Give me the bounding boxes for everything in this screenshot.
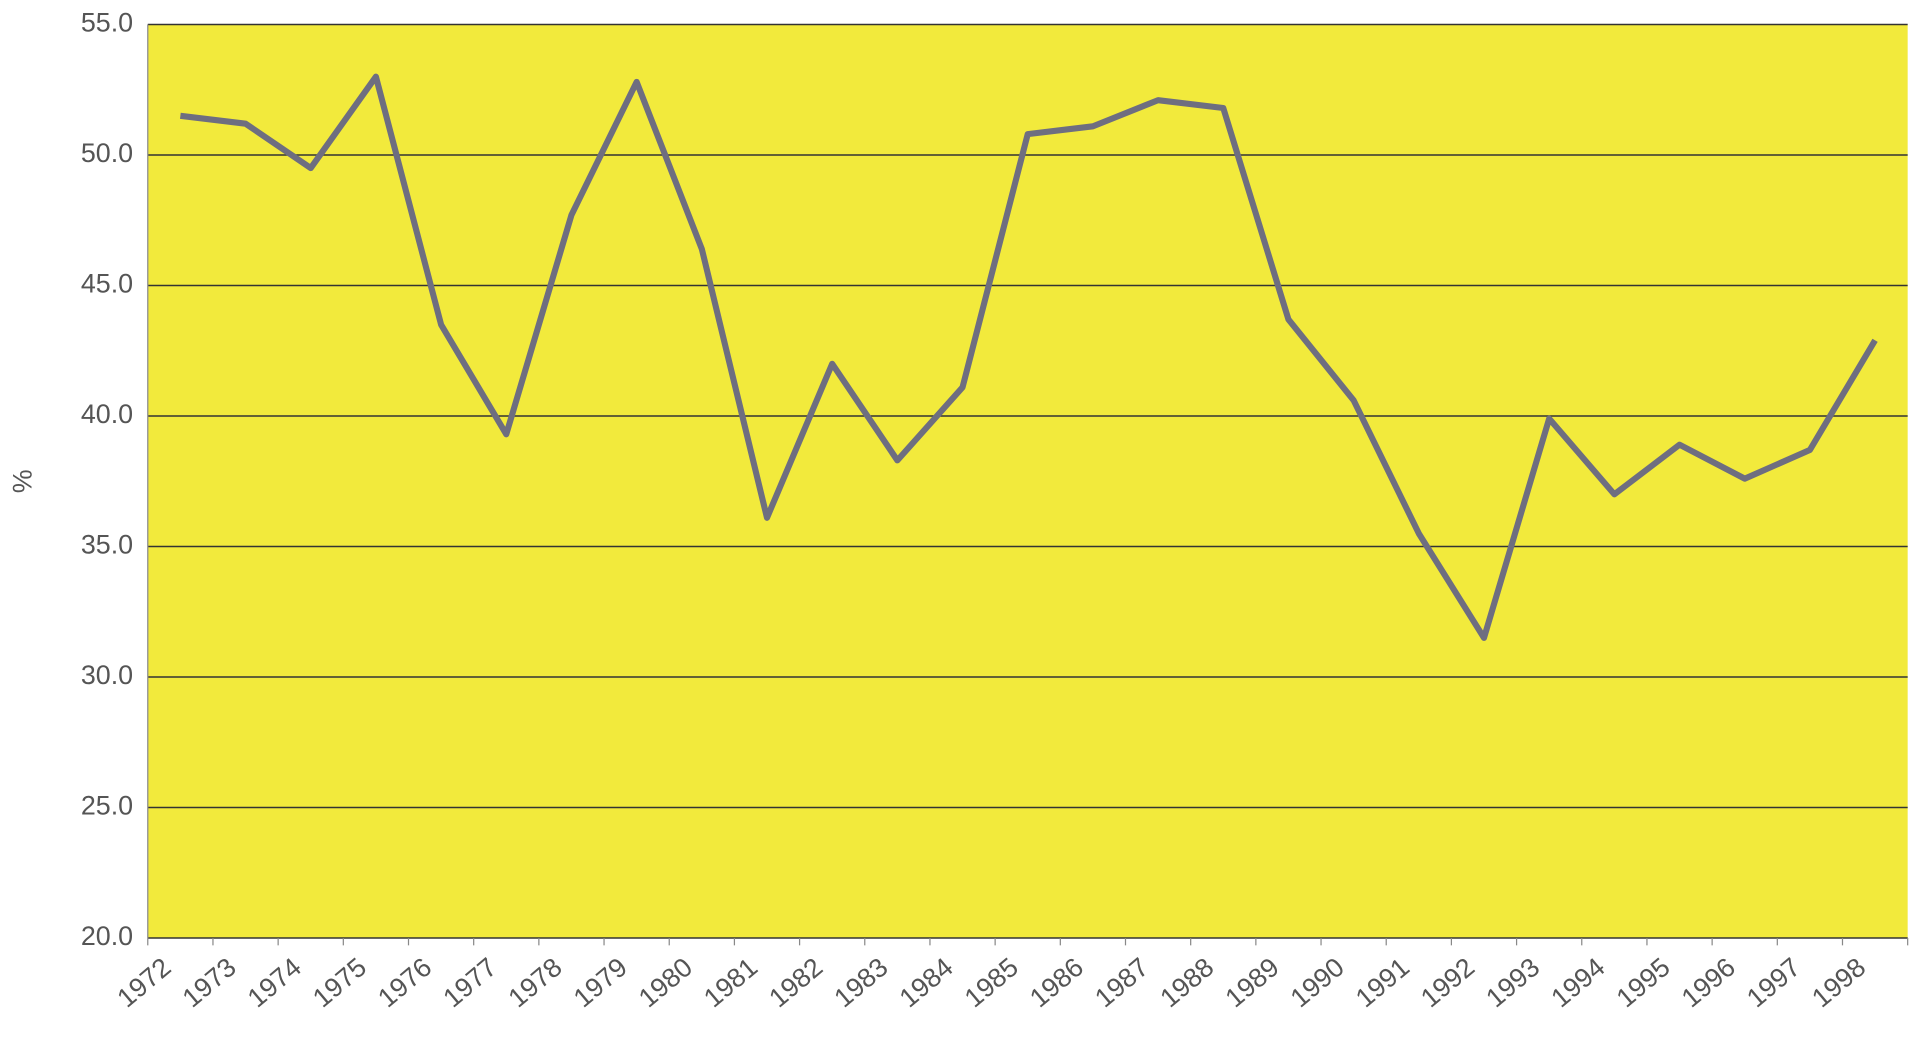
x-tick-label: 1982 [763,952,828,1013]
x-tick-label: 1991 [1350,952,1415,1013]
plot-area [147,24,1908,939]
y-tick-label: 45.0 [81,269,133,299]
x-tick-label: 1980 [633,952,698,1013]
x-tick-label: 1987 [1089,952,1154,1013]
x-tick-label: 1989 [1220,952,1285,1013]
y-tick-label: 30.0 [81,660,133,690]
x-tick-label: 1993 [1480,952,1545,1013]
x-tick-label: 1994 [1545,952,1610,1013]
line-series [180,73,1878,641]
x-tick-label: 1975 [307,952,372,1013]
y-tick-label: 55.0 [81,8,133,38]
x-tick-label: 1986 [1024,952,1089,1013]
y-tick-label: 50.0 [81,138,133,168]
x-tick-label: 1988 [1154,952,1219,1013]
x-tick-label: 1990 [1285,952,1350,1013]
x-tick-label: 1997 [1741,952,1806,1013]
x-tick-label: 1976 [372,952,437,1013]
x-tick-label: 1972 [112,952,177,1013]
x-tick-label: 1995 [1611,952,1676,1013]
x-tick-label: 1974 [242,952,307,1013]
y-tick-label: 25.0 [81,791,133,821]
x-tick-label: 1998 [1806,952,1871,1013]
x-tick-label: 1979 [568,952,633,1013]
y-axis-label: % [8,469,38,493]
x-tick-label: 1977 [437,952,502,1013]
x-tick-label: 1992 [1415,952,1480,1013]
x-tick-label: 1984 [894,952,959,1013]
y-tick-label: 35.0 [81,530,133,560]
y-tick-label: 40.0 [81,399,133,429]
x-tick-label: 1985 [959,952,1024,1013]
x-tick-label: 1996 [1676,952,1741,1013]
y-tick-label: 20.0 [81,921,133,951]
x-tick-label: 1981 [698,952,763,1013]
x-tick-label: 1983 [828,952,893,1013]
x-tick-label: 1978 [503,952,568,1013]
x-tick-label: 1973 [177,952,242,1013]
